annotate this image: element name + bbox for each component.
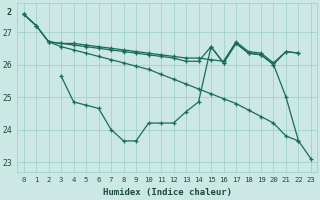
Text: 2: 2 — [6, 8, 12, 17]
X-axis label: Humidex (Indice chaleur): Humidex (Indice chaleur) — [103, 188, 232, 197]
